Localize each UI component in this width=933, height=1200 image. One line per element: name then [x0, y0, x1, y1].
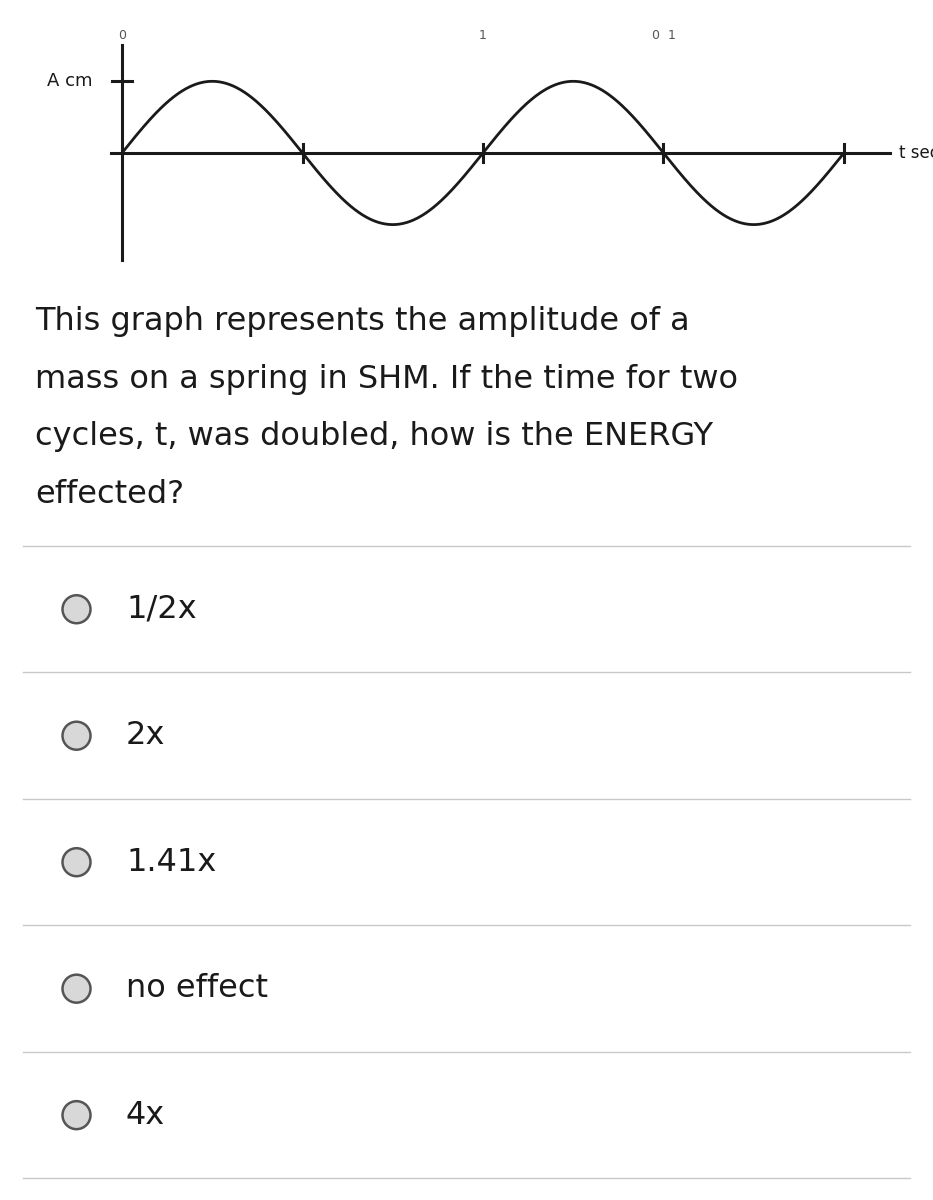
Text: t sec: t sec — [898, 144, 933, 162]
Text: no effect: no effect — [126, 973, 268, 1004]
Text: 4x: 4x — [126, 1099, 165, 1130]
Text: 1: 1 — [479, 29, 487, 42]
Text: This graph represents the amplitude of a: This graph represents the amplitude of a — [35, 306, 690, 337]
Text: cycles, t, was doubled, how is the ENERGY: cycles, t, was doubled, how is the ENERG… — [35, 421, 714, 452]
Text: 2x: 2x — [126, 720, 165, 751]
Text: 1.41x: 1.41x — [126, 847, 216, 877]
Text: mass on a spring in SHM. If the time for two: mass on a spring in SHM. If the time for… — [35, 364, 738, 395]
Text: 1/2x: 1/2x — [126, 594, 197, 625]
Text: A cm: A cm — [47, 72, 92, 90]
Text: 0: 0 — [118, 29, 126, 42]
Text: effected?: effected? — [35, 479, 185, 510]
Text: 0  1: 0 1 — [651, 29, 675, 42]
